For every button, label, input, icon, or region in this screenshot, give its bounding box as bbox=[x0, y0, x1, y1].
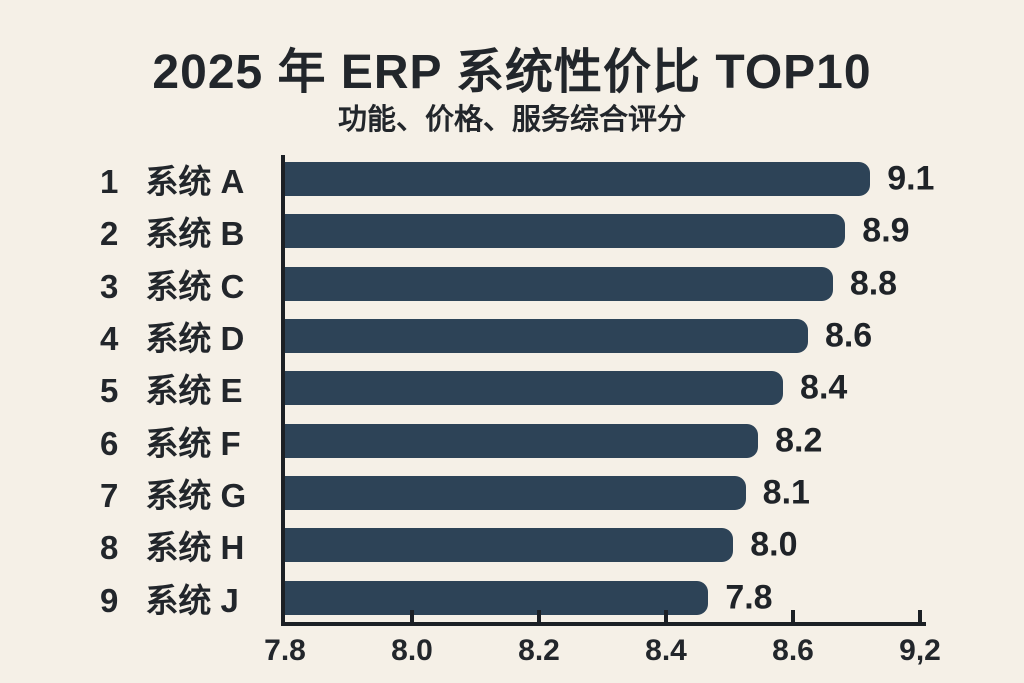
bar-rows: 1 系统 A 9.1 2 系统 B 8.9 3 系统 C 8.8 4 系统 bbox=[0, 153, 1024, 624]
bar-track: 8.8 bbox=[285, 264, 920, 303]
bar bbox=[285, 266, 833, 301]
chart-subtitle: 功能、价格、服务综合评分 bbox=[337, 104, 686, 136]
bar-track: 8.4 bbox=[285, 368, 920, 407]
category-label: 8 系统 H bbox=[0, 521, 285, 569]
x-tick-label: 8.6 bbox=[772, 634, 814, 667]
category-name: 系统 A bbox=[145, 163, 245, 201]
category-name: 系统 C bbox=[145, 267, 245, 305]
bar bbox=[285, 319, 808, 354]
y-axis-line bbox=[281, 155, 285, 626]
category-label: 7 系统 G bbox=[0, 469, 285, 517]
bar-row: 2 系统 B 8.9 bbox=[0, 205, 1024, 257]
category-label: 4 系统 D bbox=[0, 312, 285, 360]
bar bbox=[285, 423, 759, 458]
category-label: 6 系统 F bbox=[0, 417, 285, 465]
bar bbox=[285, 476, 746, 511]
category-name: 系统 D bbox=[145, 320, 245, 358]
value-label: 8.8 bbox=[849, 264, 898, 303]
x-axis-line bbox=[281, 622, 926, 626]
bar-row: 7 系统 G 8.1 bbox=[0, 467, 1024, 519]
category-name: 系统 J bbox=[145, 581, 239, 619]
category-name: 系统 E bbox=[145, 372, 243, 410]
category-name: 系统 B bbox=[145, 215, 245, 253]
rank-number: 5 bbox=[100, 372, 119, 410]
bar-row: 4 系统 D 8.6 bbox=[0, 310, 1024, 362]
bar-track: 8.6 bbox=[285, 316, 920, 355]
category-label: 5 系统 E bbox=[0, 364, 285, 412]
x-tick-mark bbox=[791, 610, 795, 622]
rank-number: 9 bbox=[100, 581, 119, 619]
category-label: 1 系统 A bbox=[0, 155, 285, 203]
bar-track: 8.2 bbox=[285, 421, 920, 460]
x-tick-label: 7.8 bbox=[264, 634, 306, 667]
bar-row: 6 系统 F 8.2 bbox=[0, 415, 1024, 467]
rank-number: 8 bbox=[100, 529, 119, 567]
value-label: 7.8 bbox=[725, 578, 773, 617]
bar-row: 1 系统 A 9.1 bbox=[0, 153, 1024, 205]
category-name: 系统 G bbox=[145, 477, 247, 515]
bar bbox=[285, 214, 846, 249]
bar-track: 8.9 bbox=[285, 211, 920, 250]
value-label: 8.2 bbox=[775, 421, 823, 460]
chart-title: 2025 年 ERP 系统性价比 TOP10 bbox=[152, 46, 872, 99]
value-label: 8.6 bbox=[824, 316, 873, 355]
bar bbox=[285, 528, 734, 563]
bar bbox=[285, 371, 784, 406]
x-tick-mark bbox=[410, 610, 414, 622]
value-label: 8.9 bbox=[862, 211, 910, 250]
x-tick-mark bbox=[918, 610, 922, 622]
x-tick-label: 8.0 bbox=[391, 634, 433, 667]
bar-row: 8 系统 H 8.0 bbox=[0, 519, 1024, 571]
x-tick-label: 9,2 bbox=[899, 634, 941, 667]
x-tick-mark bbox=[664, 610, 668, 622]
bar-row: 3 系统 C 8.8 bbox=[0, 258, 1024, 310]
bar-track: 8.1 bbox=[285, 473, 920, 512]
bar bbox=[285, 162, 871, 197]
value-label: 8.1 bbox=[762, 473, 810, 512]
bar-track: 9.1 bbox=[285, 160, 934, 198]
x-tick-mark bbox=[537, 610, 541, 622]
value-label: 8.4 bbox=[800, 368, 848, 407]
rank-number: 7 bbox=[100, 477, 119, 515]
rank-number: 3 bbox=[100, 267, 119, 305]
bar-track: 8.0 bbox=[285, 525, 920, 564]
value-label: 9.1 bbox=[887, 159, 935, 198]
category-label: 2 系统 B bbox=[0, 207, 285, 255]
rank-number: 6 bbox=[100, 424, 119, 462]
rank-number: 4 bbox=[100, 320, 119, 358]
category-label: 3 系统 C bbox=[0, 260, 285, 308]
bar-row: 5 系统 E 8.4 bbox=[0, 362, 1024, 414]
bar-track: 7.8 bbox=[285, 578, 920, 617]
bar bbox=[285, 580, 709, 615]
category-label: 9 系统 J bbox=[0, 574, 285, 622]
x-axis-ticks: 7.8 8.0 8.2 8.4 8.6 9,2 bbox=[264, 0, 941, 683]
x-tick-label: 8.2 bbox=[518, 634, 560, 667]
rank-number: 1 bbox=[100, 163, 119, 201]
value-label: 8.0 bbox=[750, 525, 798, 564]
bar-row: 9 系统 J 7.8 bbox=[0, 572, 1024, 624]
x-tick-label: 8.4 bbox=[645, 634, 687, 667]
rank-number: 2 bbox=[100, 215, 119, 253]
category-name: 系统 F bbox=[145, 424, 241, 462]
category-name: 系统 H bbox=[145, 529, 245, 567]
